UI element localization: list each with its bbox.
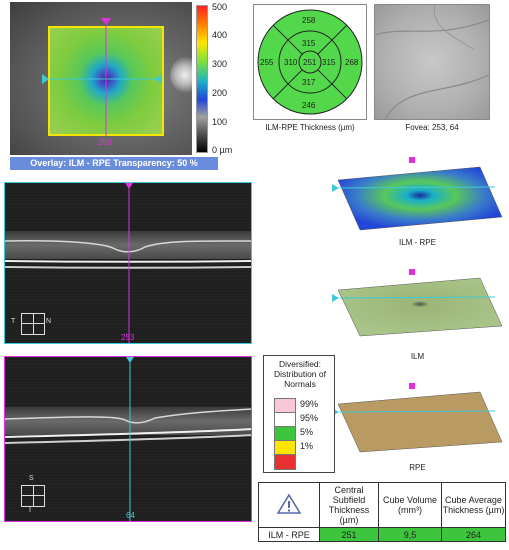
orientation-bottom-label: I	[29, 507, 31, 514]
etdrs-caption: ILM-RPE Thickness (µm)	[265, 123, 355, 132]
cube-volume-value: 9,5	[378, 527, 442, 542]
summary-table: Central Subfield Thickness (µm) Cube Vol…	[258, 482, 506, 542]
surface-marker-icon	[332, 294, 339, 302]
vertical-bscan[interactable]: S I 64	[4, 356, 252, 522]
scan-number-label: 64	[126, 511, 135, 520]
scan-number-label: 253	[121, 333, 135, 342]
legend-label: 95%	[300, 413, 319, 423]
orientation-box	[21, 485, 45, 507]
column-header: Cube Volume (mm³)	[378, 482, 442, 528]
optic-disc-image	[170, 57, 192, 93]
scan-position-marker-icon	[126, 357, 134, 363]
etdrs-outer-inferior: 246	[302, 101, 316, 110]
overlay-caption-bar[interactable]: Overlay: ILM - RPE Transparency: 50 %	[10, 157, 218, 170]
retinal-vessels	[374, 4, 490, 120]
column-header: Cube Average Thickness (µm)	[441, 482, 506, 528]
thickness-overlay-fundus[interactable]: 253	[10, 2, 192, 155]
cursor-lines	[42, 18, 162, 136]
legend-swatch-0	[274, 454, 296, 470]
orientation-top-label: S	[29, 475, 34, 482]
colorbar-tick: 500	[212, 2, 228, 12]
etdrs-outer-nasal: 268	[345, 58, 359, 67]
etdrs-center: 251	[303, 58, 317, 67]
fovea-fundus-image[interactable]	[374, 4, 490, 120]
orientation-left-label: T	[11, 318, 16, 325]
retinal-layers	[5, 357, 251, 521]
colorbar-tick: 300	[212, 59, 228, 69]
legend-label: 1%	[300, 441, 314, 451]
etdrs-outer-superior: 258	[302, 16, 316, 25]
thickness-colorbar	[196, 5, 208, 153]
colorbar-tick: 200	[212, 88, 228, 98]
surface-label: ILM	[410, 352, 425, 361]
central-subfield-value: 251	[319, 527, 379, 542]
legend-label: 99%	[300, 399, 319, 409]
row-label: ILM - RPE	[258, 527, 320, 542]
surface-label: RPE	[409, 463, 426, 472]
normative-legend: Diversified: Distribution of Normals 99%…	[263, 355, 335, 473]
vertical-scan-marker-icon	[42, 74, 49, 84]
warning-triangle-icon	[276, 493, 302, 514]
rpe-3d-surface[interactable]	[330, 382, 505, 457]
etdrs-inner-superior: 315	[302, 39, 316, 48]
surface-marker-icon	[332, 184, 339, 192]
etdrs-grid-panel[interactable]: 258 315 255 310 251 315 268 317 246	[253, 4, 367, 120]
legend-label: 5%	[300, 427, 314, 437]
column-header: Central Subfield Thickness (µm)	[319, 482, 379, 528]
etdrs-inner-nasal: 315	[322, 58, 336, 67]
colorbar-tick: 100	[212, 117, 228, 127]
cursor-label: 253	[98, 138, 112, 147]
colorbar-tick: 400	[212, 30, 228, 40]
cube-average-value: 264	[441, 527, 506, 542]
ilm-rpe-3d-surface[interactable]	[330, 155, 505, 235]
warning-cell	[258, 482, 320, 528]
colorbar-tick: 0 µm	[212, 145, 233, 155]
etdrs-inner-inferior: 317	[302, 78, 316, 87]
legend-title: Diversified: Distribution of Normals	[274, 359, 326, 389]
surface-marker-icon	[409, 383, 415, 389]
scan-position-marker-icon	[125, 183, 133, 189]
surface-marker-icon	[409, 157, 415, 163]
surface-label: ILM - RPE	[399, 238, 436, 247]
etdrs-outer-temporal: 255	[260, 58, 274, 67]
etdrs-inner-temporal: 310	[284, 58, 298, 67]
surface-marker-icon	[409, 269, 415, 275]
etdrs-grid	[257, 9, 363, 115]
orientation-box	[21, 313, 45, 335]
ilm-3d-surface[interactable]	[330, 268, 505, 340]
retinal-layers	[5, 183, 251, 343]
orientation-right-label: N	[46, 318, 52, 325]
horizontal-bscan[interactable]: T N 253	[4, 182, 252, 344]
fovea-caption: Fovea: 253, 64	[405, 123, 459, 132]
horizontal-scan-marker-icon	[101, 18, 111, 25]
